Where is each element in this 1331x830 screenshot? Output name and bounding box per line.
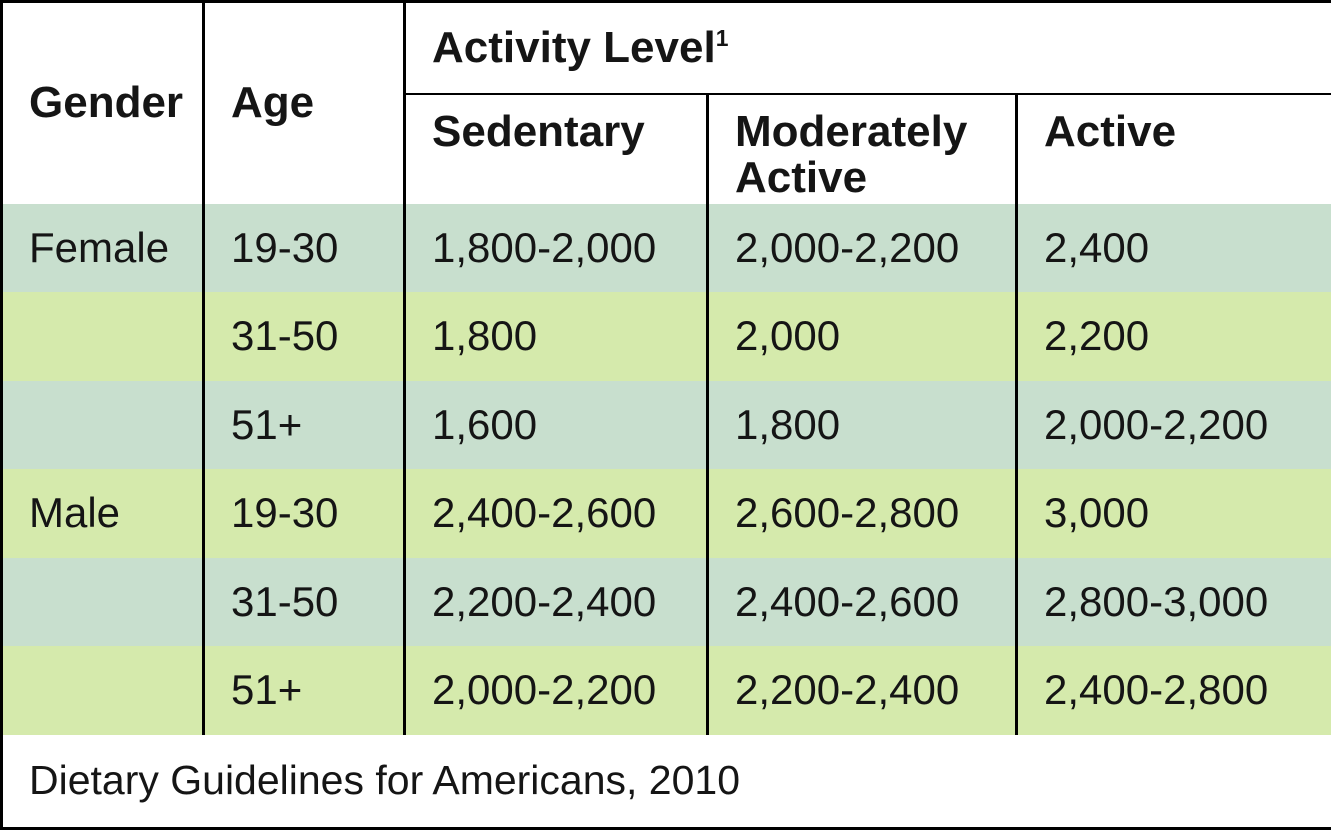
column-header-gender: Gender	[1, 1, 204, 204]
cell-moderately-active: 2,400-2,600	[706, 557, 1017, 646]
cell-sedentary: 2,200-2,400	[403, 557, 708, 646]
column-header-sedentary: Sedentary	[403, 93, 708, 204]
column-header-moderately-active: Moderately Active	[706, 93, 1017, 204]
column-header-age: Age	[202, 1, 405, 204]
cell-moderately-active: 1,800	[706, 380, 1017, 469]
cell-active: 2,000-2,200	[1014, 380, 1331, 469]
cell-moderately-active: 2,000-2,200	[706, 203, 1017, 292]
table-row-male-31-50: 31-50 2,200-2,400 2,400-2,600 2,800-3,00…	[1, 557, 1331, 646]
activity-level-label: Activity Level	[432, 22, 716, 72]
table-row-female-31-50: 31-50 1,800 2,000 2,200	[1, 292, 1331, 381]
cell-gender	[1, 557, 204, 646]
cell-active: 3,000	[1014, 469, 1331, 558]
cell-age: 19-30	[202, 203, 405, 292]
table-row-female-51-plus: 51+ 1,600 1,800 2,000-2,200	[1, 380, 1331, 469]
source-note: Dietary Guidelines for Americans, 2010	[1, 734, 1331, 829]
table-row-male-19-30: Male 19-30 2,400-2,600 2,600-2,800 3,000	[1, 469, 1331, 558]
cell-moderately-active: 2,000	[706, 292, 1017, 381]
cell-age: 31-50	[202, 557, 405, 646]
table-row-female-19-30: Female 19-30 1,800-2,000 2,000-2,200 2,4…	[1, 203, 1331, 292]
cell-sedentary: 2,000-2,200	[403, 646, 708, 735]
footer-row: Dietary Guidelines for Americans, 2010	[1, 734, 1331, 829]
cell-sedentary: 2,400-2,600	[403, 469, 708, 558]
column-header-active: Active	[1014, 93, 1331, 204]
table-row-male-51-plus: 51+ 2,000-2,200 2,200-2,400 2,400-2,800	[1, 646, 1331, 735]
cell-sedentary: 1,800-2,000	[403, 203, 708, 292]
cell-age: 51+	[202, 646, 405, 735]
cell-active: 2,400	[1014, 203, 1331, 292]
cell-gender	[1, 646, 204, 735]
cell-sedentary: 1,600	[403, 380, 708, 469]
activity-level-footnote-marker: 1	[715, 24, 729, 51]
column-header-activity-level: Activity Level1	[402, 1, 1331, 95]
cell-gender: Female	[1, 203, 204, 292]
cell-gender	[1, 292, 204, 381]
cell-active: 2,200	[1014, 292, 1331, 381]
cell-sedentary: 1,800	[403, 292, 708, 381]
cell-active: 2,400-2,800	[1014, 646, 1331, 735]
cell-active: 2,800-3,000	[1014, 557, 1331, 646]
cell-age: 31-50	[202, 292, 405, 381]
cell-moderately-active: 2,600-2,800	[706, 469, 1017, 558]
header-row-activity: Gender Age Activity Level1	[1, 1, 1331, 204]
cell-age: 51+	[202, 380, 405, 469]
cell-gender	[1, 380, 204, 469]
header-row-activity-sublevels: Sedentary Moderately Active Active	[2, 93, 1331, 204]
cell-age: 19-30	[202, 469, 405, 558]
cell-moderately-active: 2,200-2,400	[706, 646, 1017, 735]
cell-gender: Male	[1, 469, 204, 558]
